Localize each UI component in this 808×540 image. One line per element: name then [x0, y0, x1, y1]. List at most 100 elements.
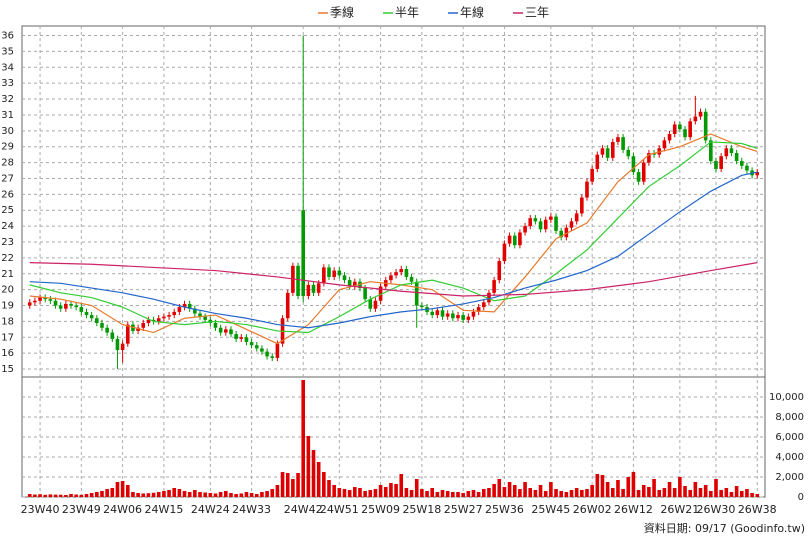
candle-body — [27, 302, 32, 306]
candle-body — [136, 327, 140, 331]
candle-body — [507, 235, 512, 244]
volume-bar — [507, 482, 512, 497]
volume-bar — [64, 495, 68, 497]
volume-bar — [435, 492, 440, 497]
candle-body — [734, 153, 739, 161]
candle-body — [198, 313, 202, 317]
candle-body — [590, 168, 594, 182]
volume-bar — [265, 491, 269, 497]
y-tick-label: 4,000 — [775, 452, 804, 463]
volume-bar — [84, 494, 89, 497]
volume-bar — [203, 492, 207, 497]
volume-bar — [74, 494, 78, 497]
candle-body — [724, 148, 729, 157]
volume-bar — [518, 489, 522, 497]
candle-body — [647, 153, 651, 163]
candle-body — [430, 311, 434, 316]
volume-bar — [172, 488, 177, 497]
volume-bar — [580, 490, 584, 497]
volume-bar — [616, 480, 620, 497]
y-tick-label: 29 — [1, 142, 14, 153]
volume-bar — [301, 380, 306, 497]
candle-body — [95, 318, 99, 323]
volume-bar — [193, 490, 197, 497]
y-tick-label: 24 — [1, 221, 14, 232]
x-tick-label: 24W33 — [232, 503, 271, 516]
volume-bar — [523, 482, 527, 497]
volume-bar — [187, 492, 192, 497]
candle-body — [193, 308, 197, 314]
y-tick-label: 28 — [1, 158, 14, 169]
y-tick-label: 22 — [1, 253, 14, 264]
candle-body — [213, 323, 218, 328]
volume-bar — [451, 492, 455, 497]
volume-bar — [554, 489, 558, 497]
candle-body — [311, 284, 316, 293]
candle-body — [249, 342, 254, 346]
candle-body — [120, 343, 125, 350]
candle-body — [270, 356, 275, 358]
y-tick-label: 2,000 — [775, 472, 804, 483]
candle-body — [38, 297, 42, 301]
volume-bar — [456, 492, 460, 497]
x-tick-label: 26W21 — [660, 503, 699, 516]
volume-bar — [497, 479, 502, 497]
x-tick-label: 26W38 — [738, 503, 777, 516]
volume-bar — [151, 492, 156, 497]
y-tick-label: 36 — [1, 31, 14, 42]
candle-body — [714, 161, 718, 169]
x-tick-label: 25W36 — [485, 503, 524, 516]
volume-bar — [177, 489, 182, 497]
volume-bar — [600, 475, 605, 497]
volume-bar — [389, 483, 393, 497]
candle-body — [621, 137, 625, 150]
candle-body — [564, 227, 569, 238]
x-tick-label: 25W09 — [361, 503, 400, 516]
candle-body — [285, 292, 290, 319]
volume-bar — [481, 489, 486, 497]
candle-body — [719, 156, 723, 169]
volume-bar — [79, 494, 84, 497]
candle-body — [368, 299, 373, 309]
candle-body — [187, 303, 192, 309]
candle-body — [502, 243, 507, 262]
volume-bar — [672, 488, 677, 497]
candle-body — [440, 310, 445, 317]
candle-body — [678, 124, 682, 130]
candle-body — [487, 292, 491, 303]
candle-body — [569, 221, 574, 228]
volume-bar — [167, 490, 171, 497]
y-tick-label: 32 — [1, 94, 14, 105]
volume-bar — [528, 488, 533, 497]
volume-bar — [120, 481, 125, 497]
candle-body — [296, 265, 300, 296]
candle-body — [301, 210, 306, 296]
volume-bar — [291, 479, 295, 497]
volume-bar — [693, 482, 698, 497]
volume-bar — [332, 485, 336, 497]
candle-body — [435, 310, 440, 316]
candle-body — [528, 218, 533, 227]
x-tick-label: 26W12 — [614, 503, 653, 516]
ma-line — [29, 171, 758, 329]
volume-bar — [621, 489, 625, 497]
volume-bar — [538, 485, 543, 497]
candle-body — [580, 197, 584, 214]
volume-bar — [647, 487, 651, 497]
volume-bar — [58, 494, 63, 497]
candle-body — [512, 235, 517, 246]
volume-bar — [492, 484, 496, 497]
volume-bar — [569, 490, 574, 497]
candle-body — [244, 337, 249, 343]
volume-bar — [430, 488, 434, 497]
volume-bar — [703, 485, 708, 497]
candle-body — [600, 148, 605, 155]
volume-bar — [260, 492, 264, 497]
volume-bar — [89, 493, 94, 497]
candle-body — [43, 297, 48, 300]
volume-bar — [270, 489, 275, 497]
volume-bar — [280, 472, 285, 497]
candle-body — [234, 334, 238, 339]
candle-body — [409, 276, 414, 282]
